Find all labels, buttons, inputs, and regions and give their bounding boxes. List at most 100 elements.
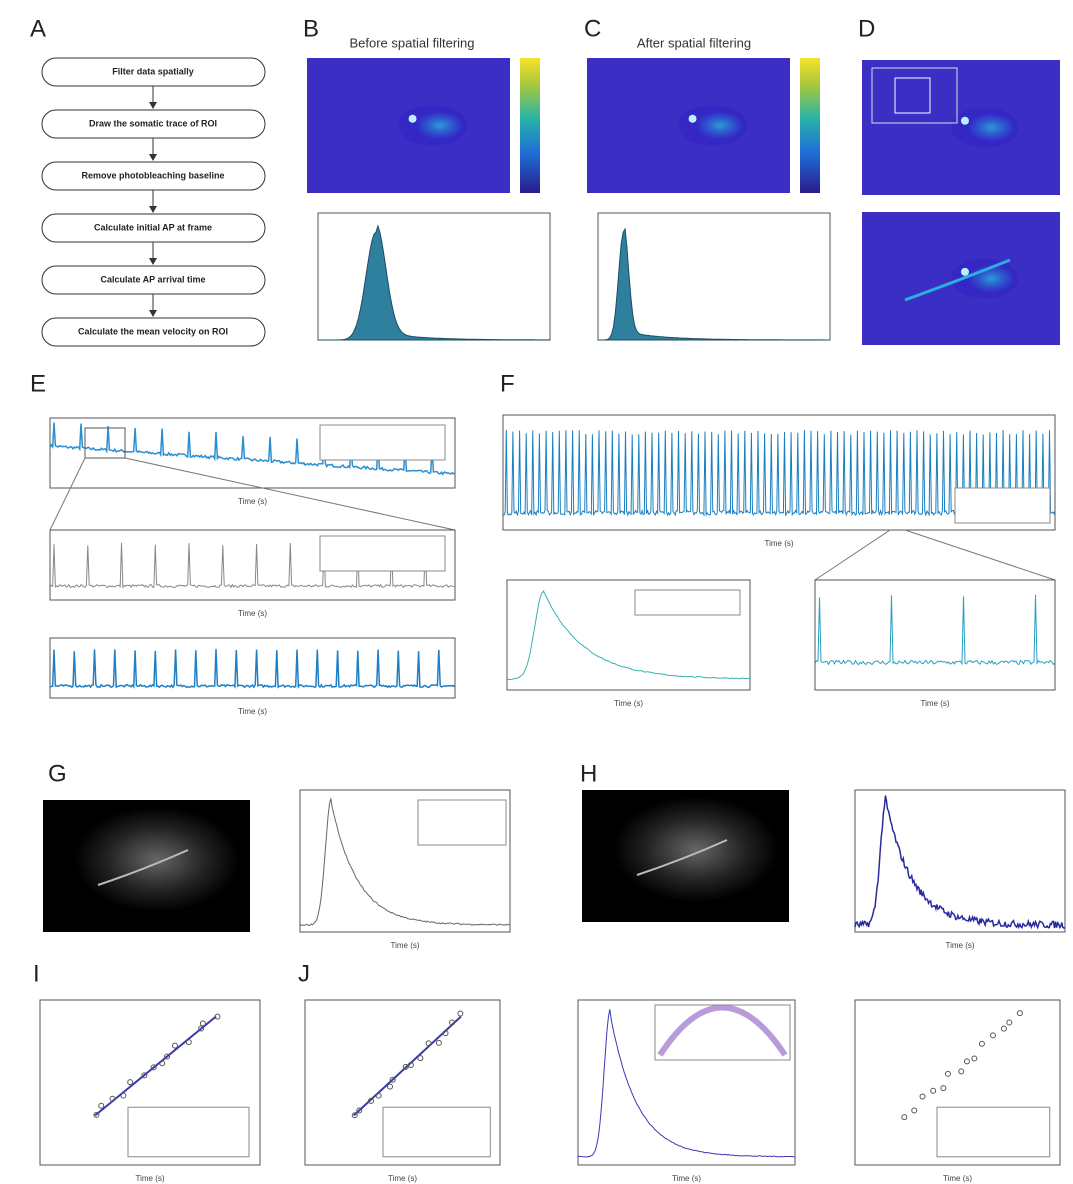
trace [299, 798, 511, 927]
axis-label: Time (s) [764, 539, 793, 548]
point [930, 1087, 937, 1094]
flow-arrowhead [149, 206, 157, 213]
flow-arrowhead [149, 154, 157, 161]
zoom-line [814, 529, 891, 581]
flow-arrowhead [149, 102, 157, 109]
point [442, 1030, 449, 1037]
flow-step: Calculate the mean velocity on ROI [78, 326, 228, 336]
trace [49, 422, 456, 476]
panel-label: E [30, 370, 46, 397]
legend [634, 589, 741, 616]
dendrite [636, 839, 728, 876]
point [389, 1076, 396, 1083]
legend [127, 1106, 250, 1158]
plot-frame [49, 529, 456, 601]
axis-label: Time (s) [238, 497, 267, 506]
point [407, 1061, 414, 1068]
plot-frame [49, 637, 456, 699]
axis-label: Time (s) [920, 699, 949, 708]
plot-frame [854, 789, 1066, 933]
point [978, 1040, 985, 1047]
point [164, 1053, 171, 1060]
soma [960, 116, 969, 125]
trace [814, 594, 1056, 666]
plot-frame [317, 212, 551, 341]
inset-box [871, 67, 958, 124]
flow-step: Draw the somatic trace of ROI [89, 118, 217, 128]
panel-label: D [858, 15, 875, 42]
panel-label: I [33, 960, 40, 987]
point [919, 1093, 926, 1100]
zoom-box [84, 427, 126, 459]
point [198, 1025, 205, 1032]
legend [319, 535, 446, 572]
histogram [598, 227, 830, 341]
plot-frame [854, 999, 1061, 1166]
axis-label: Time (s) [238, 707, 267, 716]
point [425, 1040, 432, 1047]
point [1000, 1025, 1007, 1032]
legend [954, 487, 1051, 524]
axis-label: Time (s) [238, 609, 267, 618]
plot-frame [814, 579, 1056, 691]
flow-arrowhead [149, 310, 157, 317]
point [199, 1020, 206, 1027]
panel-title: After spatial filtering [637, 35, 751, 50]
image [582, 790, 789, 922]
colorbar [800, 58, 820, 193]
point [120, 1092, 127, 1099]
axis-label: Time (s) [388, 1174, 417, 1183]
point [911, 1107, 918, 1114]
point [971, 1055, 978, 1062]
point [171, 1042, 178, 1049]
plot-frame [299, 789, 511, 933]
axis-label: Time (s) [135, 1174, 164, 1183]
point [150, 1064, 157, 1071]
panel-label: G [48, 760, 67, 787]
point [940, 1085, 947, 1092]
point [375, 1092, 382, 1099]
soma [408, 114, 417, 123]
cell-body [951, 107, 1019, 148]
point [109, 1095, 116, 1102]
point [958, 1068, 965, 1075]
inset-curve [657, 1004, 788, 1057]
flow-step-box [41, 317, 266, 347]
point [449, 1019, 456, 1026]
panel-label: J [298, 960, 310, 987]
plot-frame [39, 999, 261, 1166]
trace [854, 795, 1066, 930]
point [944, 1070, 951, 1077]
flow-step: Filter data spatially [112, 66, 194, 76]
point [93, 1111, 100, 1118]
plot-frame [577, 999, 796, 1166]
plot-frame [304, 999, 501, 1166]
legend [417, 799, 507, 846]
axis-label: Time (s) [943, 1174, 972, 1183]
legend [382, 1106, 491, 1158]
plot-frame [502, 414, 1056, 531]
trace [502, 429, 1056, 517]
dendrite [97, 849, 189, 886]
axis-label: Time (s) [945, 941, 974, 950]
axis-label: Time (s) [614, 699, 643, 708]
flow-arrowhead [149, 258, 157, 265]
cell-body [678, 105, 748, 146]
cell-body [398, 105, 468, 146]
roi-box [894, 77, 931, 114]
point [214, 1013, 221, 1020]
point [417, 1055, 424, 1062]
point [159, 1060, 166, 1067]
panel-label: A [30, 15, 46, 42]
point [1016, 1010, 1023, 1017]
legend [936, 1106, 1051, 1158]
plot-frame [49, 417, 456, 489]
axis-label: Time (s) [672, 1174, 701, 1183]
point [901, 1114, 908, 1121]
panel-label: C [584, 15, 601, 42]
colorbar [520, 58, 540, 193]
zoom-line [904, 529, 1056, 581]
trace [49, 542, 456, 589]
fit-line [905, 1015, 1020, 1117]
